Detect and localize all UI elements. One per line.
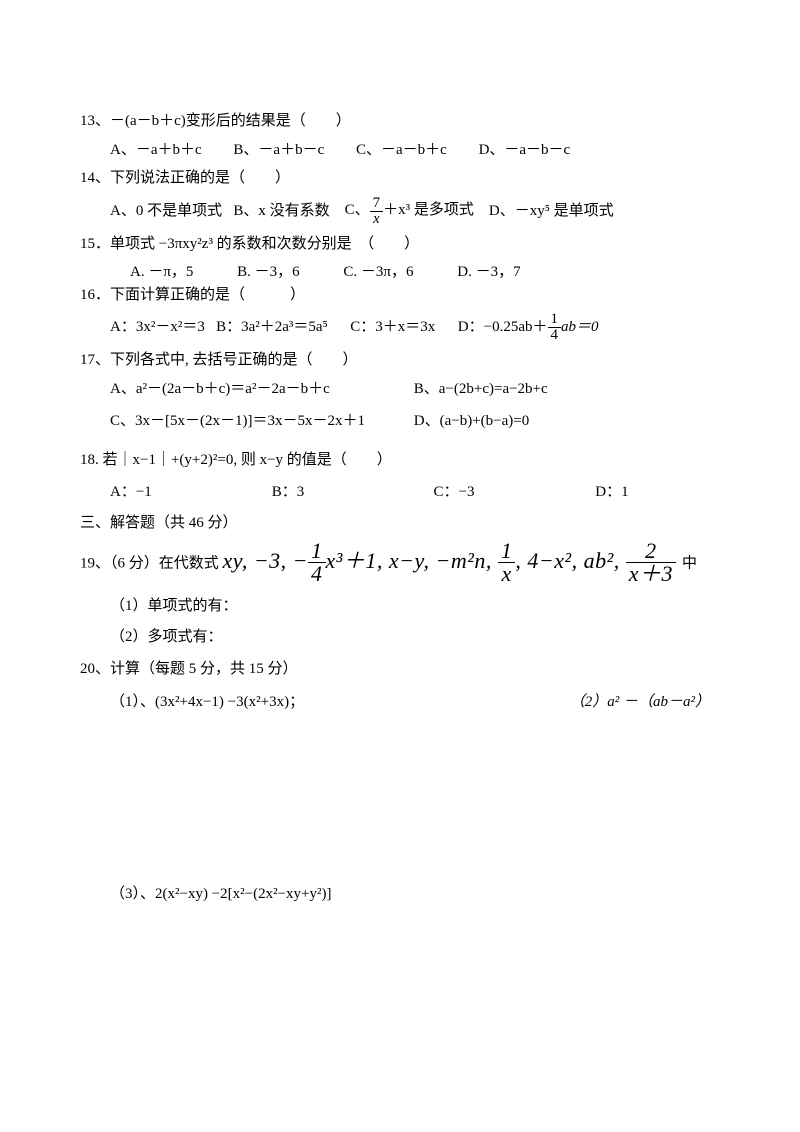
q18-opt-b[interactable]: B：3 xyxy=(272,481,402,504)
q13-opt-d[interactable]: D、－a－b－c xyxy=(479,139,571,162)
q15-opt-b[interactable]: B. －3，6 xyxy=(237,261,300,284)
q15-options: A. －π，5 B. －3，6 C. －3π，6 D. －3，7 xyxy=(80,261,720,284)
q18-opt-d[interactable]: D：1 xyxy=(595,481,628,504)
q14-options: A、0 不是单项式 B、x 没有系数 C、7x＋x³ 是多项式 D、－xy⁵ 是… xyxy=(80,196,720,227)
q16-options: A：3x²－x²＝3 B：3a²＋2a³＝5a⁵ C：3＋x＝3x D：−0.2… xyxy=(80,312,720,343)
q14-c-den: x xyxy=(370,212,384,227)
q13-opt-a[interactable]: A、－a＋b＋c xyxy=(110,139,202,162)
q14-opt-b[interactable]: B、x 没有系数 xyxy=(233,202,329,218)
section3-title: 三、解答题（共 46 分） xyxy=(80,512,720,535)
q19-f3n: 2 xyxy=(626,540,676,563)
q16-opt-a[interactable]: A：3x²－x²＝3 xyxy=(110,319,205,335)
q20-p3: （3）、2(x²−xy) −2[x²−(2x²−xy+y²)] xyxy=(80,883,720,906)
q16-d-den: 4 xyxy=(548,328,562,343)
q19-f1d: 4 xyxy=(308,563,326,585)
q19-expr: xy, −3, −14x³＋1, x−y, −m²n, 1x, 4−x², ab… xyxy=(223,548,682,573)
q14-text: 14、下列说法正确的是（ ） xyxy=(80,167,720,190)
q14-c-post: ＋x³ 是多项式 xyxy=(383,202,474,218)
q19-sub1: （1）单项式的有： xyxy=(80,595,720,618)
q20-p2: （2）a² －（ab－a²） xyxy=(570,691,720,714)
q17-opt-c[interactable]: C、3x－[5x－(2x－1)]＝3x－5x－2x＋1 xyxy=(110,410,410,433)
q17-row2: C、3x－[5x－(2x－1)]＝3x－5x－2x＋1 D、(a−b)+(b−a… xyxy=(80,410,720,433)
q20-text: 20、计算（每题 5 分，共 15 分） xyxy=(80,658,720,681)
q14-opt-c[interactable]: C、7x＋x³ 是多项式 xyxy=(345,202,478,218)
q19-f3d: x＋3 xyxy=(626,563,676,585)
q15-opt-d[interactable]: D. －3，7 xyxy=(457,261,520,284)
q13-opt-b[interactable]: B、－a＋b－c xyxy=(233,139,324,162)
q13-options: A、－a＋b＋c B、－a＋b－c C、－a－b＋c D、－a－b－c xyxy=(80,139,720,162)
q19-f2d: x xyxy=(498,563,516,585)
q19-p1: xy, −3, − xyxy=(223,548,309,573)
q17-row1: A、a²－(2a－b＋c)＝a²－2a－b＋c B、a−(2b+c)=a−2b+… xyxy=(80,378,720,401)
q15-opt-c[interactable]: C. －3π，6 xyxy=(343,261,413,284)
q19-sub2: （2）多项式有： xyxy=(80,626,720,649)
q17-opt-a[interactable]: A、a²－(2a－b＋c)＝a²－2a－b＋c xyxy=(110,378,410,401)
q14-opt-a[interactable]: A、0 不是单项式 xyxy=(110,202,222,218)
q18-opt-a[interactable]: A：−1 xyxy=(110,481,240,504)
q16-text: 16．下面计算正确的是（ ） xyxy=(80,284,720,307)
q19-lead: 19、（6 分）在代数式 xyxy=(80,556,223,572)
q19: 19、（6 分）在代数式 xy, −3, −14x³＋1, x−y, −m²n,… xyxy=(80,540,720,585)
q16-d-post: ab＝0 xyxy=(561,319,599,335)
q20-row1: （1）、(3x²+4x−1) −3(x²+3x)； （2）a² －（ab－a²） xyxy=(80,691,720,714)
q18-opt-c[interactable]: C：−3 xyxy=(434,481,564,504)
q15-opt-a[interactable]: A. －π，5 xyxy=(130,261,193,284)
q16-d-num: 1 xyxy=(548,312,562,328)
q17-opt-b[interactable]: B、a−(2b+c)=a−2b+c xyxy=(414,381,548,397)
q19-tail: 中 xyxy=(682,556,697,572)
q19-p2: x³＋1, x−y, −m²n, xyxy=(326,548,498,573)
q14-opt-d[interactable]: D、－xy⁵ 是单项式 xyxy=(489,202,614,218)
q14-c-num: 7 xyxy=(370,196,384,212)
q19-f2n: 1 xyxy=(498,540,516,563)
q16-opt-c[interactable]: C：3＋x＝3x xyxy=(350,319,435,335)
q16-opt-d[interactable]: D：−0.25ab＋14ab＝0 xyxy=(458,319,599,335)
q17-opt-d[interactable]: D、(a−b)+(b−a)=0 xyxy=(414,413,529,429)
q14-c-pre: C、 xyxy=(345,202,370,218)
q19-f1n: 1 xyxy=(308,540,326,563)
q17-text: 17、下列各式中, 去括号正确的是（ ） xyxy=(80,349,720,372)
q16-opt-b[interactable]: B：3a²＋2a³＝5a⁵ xyxy=(216,319,328,335)
q16-d-pre: D：−0.25ab＋ xyxy=(458,319,548,335)
q13-opt-c[interactable]: C、－a－b＋c xyxy=(356,139,447,162)
q18-text: 18. 若｜x−1｜+(y+2)²=0, 则 x−y 的值是（ ） xyxy=(80,449,720,472)
q20-p1: （1）、(3x²+4x−1) −3(x²+3x)； xyxy=(110,691,570,714)
q15-text: 15．单项式 −3πxy²z³ 的系数和次数分别是 （ ） xyxy=(80,233,720,256)
q19-p3: , 4−x², ab², xyxy=(515,548,625,573)
q18-options: A：−1 B：3 C：−3 D：1 xyxy=(80,481,720,504)
q13-text: 13、－(a－b＋c)变形后的结果是（ ） xyxy=(80,110,720,133)
